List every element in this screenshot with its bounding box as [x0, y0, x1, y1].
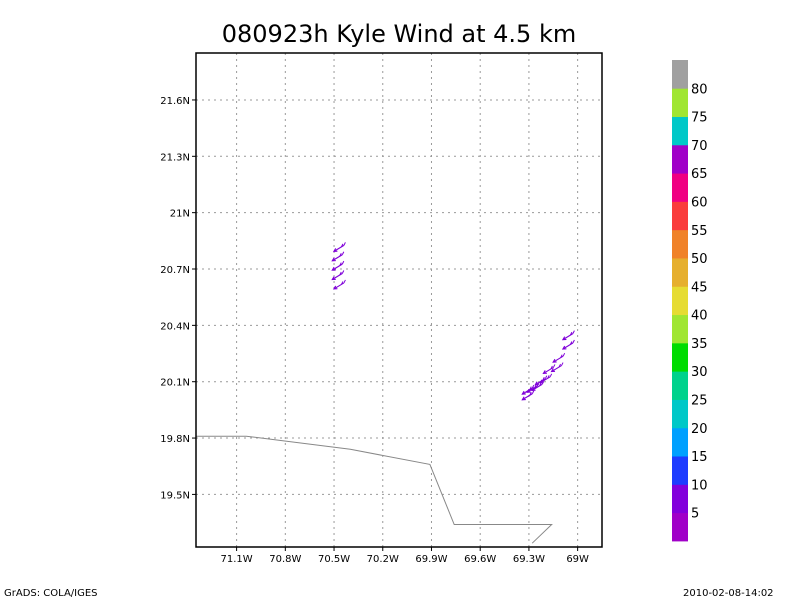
x-axis-ticks: 71.1W 70.8W 70.5W 70.2W 69.9W 69.6W 69.3W 69W — [221, 547, 589, 565]
colorbar-swatch — [672, 286, 688, 316]
chart-title: 080923h Kyle Wind at 4.5 km — [222, 20, 576, 48]
wind-barb — [331, 251, 345, 262]
colorbar-label: 80 — [691, 82, 708, 97]
colorbar-swatch — [672, 116, 688, 146]
coastline-path — [196, 435, 553, 544]
colorbar-swatch — [672, 427, 688, 457]
x-tick-label: 69.6W — [464, 554, 496, 565]
x-tick-label: 69.9W — [415, 554, 447, 565]
y-tick-label: 19.8N — [160, 434, 190, 445]
colorbar-swatch — [672, 201, 688, 231]
wind-barb — [550, 362, 564, 373]
colorbar-label: 30 — [691, 365, 708, 380]
wind-barb — [552, 352, 566, 363]
colorbar-label: 65 — [691, 167, 708, 182]
wind-barb — [331, 270, 345, 281]
x-tick-label: 71.1W — [221, 554, 253, 565]
colorbar-swatch — [672, 229, 688, 259]
colorbar-swatch — [672, 88, 688, 117]
footer-timestamp: 2010-02-08-14:02 — [683, 588, 774, 599]
x-tick-label: 69W — [566, 554, 589, 565]
colorbar-label: 25 — [691, 394, 708, 409]
colorbar-swatch — [672, 456, 688, 485]
colorbar-label: 60 — [691, 196, 708, 211]
wind-barb — [561, 339, 575, 350]
wind-barb — [561, 330, 575, 341]
y-tick-label: 21.3N — [160, 152, 190, 163]
colorbar-swatch — [672, 342, 688, 372]
colorbar-label: 10 — [691, 478, 708, 493]
x-tick-label: 70.2W — [367, 554, 399, 565]
wind-barb — [332, 279, 346, 290]
colorbar: 5 10 15 20 25 30 35 40 45 50 55 60 65 70 75 80 — [672, 60, 708, 542]
colorbar-label: 5 — [691, 507, 699, 522]
wind-barb — [332, 242, 346, 252]
y-axis-ticks: 19.5N 19.8N 20.1N 20.4N 20.7N 21N 21.3N 21.6N — [160, 96, 196, 501]
colorbar-swatch — [672, 371, 688, 400]
y-tick-label: 19.5N — [160, 490, 190, 501]
colorbar-label: 50 — [691, 252, 708, 267]
y-tick-label: 20.1N — [160, 378, 190, 389]
grid-lines — [196, 53, 602, 547]
colorbar-swatch — [672, 60, 688, 89]
x-tick-label: 70.8W — [269, 554, 301, 565]
y-tick-label: 20.7N — [160, 265, 190, 276]
colorbar-swatch — [672, 399, 688, 429]
colorbar-label: 35 — [691, 337, 708, 352]
wind-barb — [521, 384, 535, 395]
wind-barb — [331, 260, 345, 271]
y-tick-label: 21N — [170, 209, 190, 220]
y-tick-label: 21.6N — [160, 96, 190, 107]
footer-credit: GrADS: COLA/IGES — [4, 588, 98, 599]
colorbar-swatch — [672, 512, 688, 542]
x-tick-label: 69.3W — [513, 554, 545, 565]
coastline — [196, 435, 553, 544]
colorbar-swatch — [672, 173, 688, 202]
wind-barbs — [331, 242, 575, 401]
colorbar-label: 55 — [691, 224, 708, 239]
x-tick-label: 70.5W — [318, 554, 350, 565]
colorbar-label: 40 — [691, 309, 708, 324]
colorbar-label: 70 — [691, 139, 708, 154]
colorbar-label: 75 — [691, 111, 708, 126]
colorbar-label: 15 — [691, 450, 708, 465]
colorbar-label: 45 — [691, 280, 708, 295]
y-tick-label: 20.4N — [160, 321, 190, 332]
colorbar-swatch — [672, 314, 688, 344]
wind-barb — [521, 390, 535, 401]
colorbar-swatch — [672, 258, 688, 287]
colorbar-swatch — [672, 144, 688, 174]
colorbar-swatch — [672, 484, 688, 514]
wind-barb — [542, 364, 556, 375]
colorbar-label: 20 — [691, 422, 708, 437]
plot-frame — [195, 52, 603, 548]
